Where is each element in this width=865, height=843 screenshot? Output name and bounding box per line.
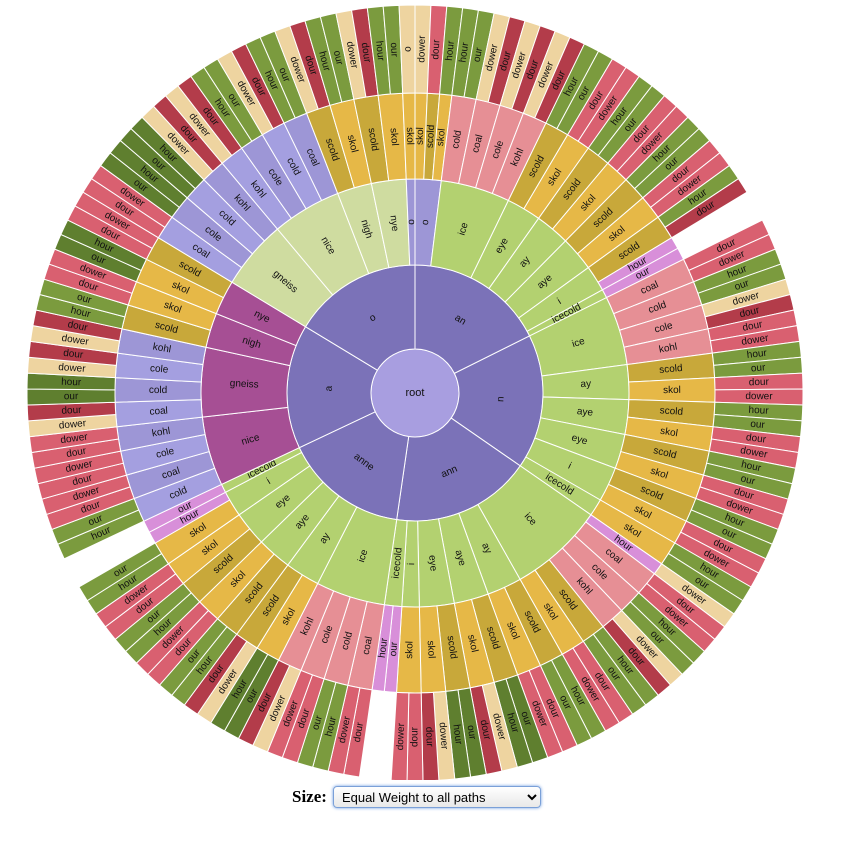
sunburst-segment-dower[interactable]: dower xyxy=(390,691,410,780)
segment-arc xyxy=(26,388,116,406)
segment-arc xyxy=(398,4,416,94)
sunburst-segment-dour[interactable]: dour xyxy=(406,692,424,780)
segment-arc xyxy=(390,691,410,780)
segment-arc xyxy=(628,377,716,403)
segment-arc xyxy=(406,692,424,780)
size-select[interactable]: Equal Weight to all paths xyxy=(332,786,541,808)
size-label: Size: xyxy=(292,787,327,806)
sunburst-chart: rootanoskoldowerscolddourskolhouricecold… xyxy=(26,4,804,780)
size-control: Size: Equal Weight to all paths xyxy=(292,785,541,809)
sunburst-segment-skol[interactable]: skol xyxy=(628,377,716,403)
sunburst-segment-our[interactable]: our xyxy=(26,388,116,406)
